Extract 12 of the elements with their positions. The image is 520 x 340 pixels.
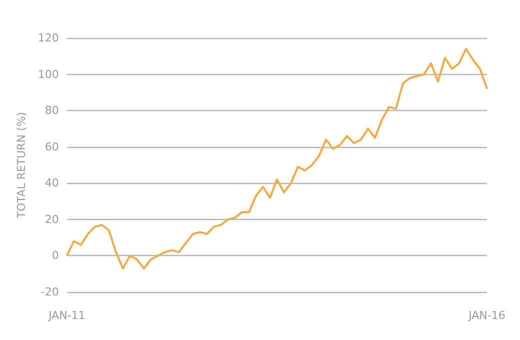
- y-tick-label: 20: [44, 212, 59, 226]
- y-tick-label: -20: [40, 286, 59, 298]
- y-tick-label: 40: [44, 176, 59, 190]
- y-axis-title: TOTAL RETURN (%): [15, 112, 28, 220]
- line-series: [66, 48, 488, 270]
- y-tick-label: 60: [44, 140, 59, 154]
- y-tick-label: 80: [44, 104, 59, 118]
- y-tick-label: 120: [38, 32, 59, 44]
- x-tick-label: JAN-11: [48, 309, 86, 322]
- y-tick-label: 0: [52, 249, 59, 262]
- y-tick-label: 100: [38, 68, 59, 81]
- x-tick-label: JAN-16: [468, 309, 506, 322]
